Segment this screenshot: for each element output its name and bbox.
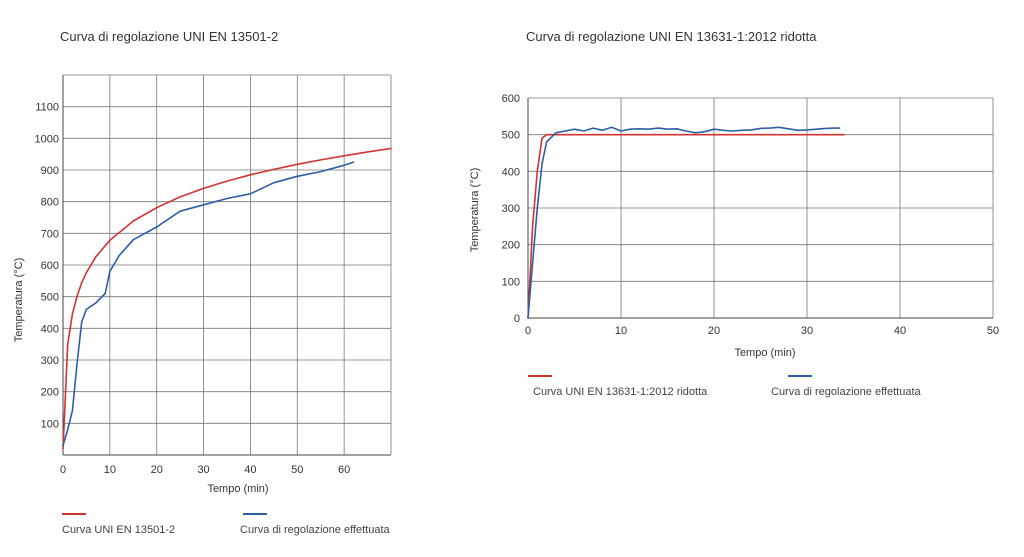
series-line-reference (62, 147, 392, 450)
y-tick-label: 400 (41, 323, 59, 335)
x-tick-label: 10 (615, 325, 627, 337)
y-tick-label: 700 (41, 228, 59, 240)
gridlines (63, 74, 392, 455)
y-tick-label: 800 (41, 197, 59, 209)
y-tick-label: 400 (502, 166, 520, 178)
x-tick-label: 60 (338, 464, 350, 476)
y-axis-label: Temperatura (°C) (469, 168, 481, 252)
gridlines (528, 97, 994, 318)
legend-item-left-red: Curva UNI EN 13501-2 (62, 524, 176, 536)
legend-swatch-right-red (528, 375, 552, 377)
y-tick-label: 100 (41, 418, 59, 430)
x-tick-label: 40 (244, 464, 256, 476)
y-tick-label: 200 (41, 387, 59, 399)
legend-swatch-left-blue (243, 513, 267, 515)
legend-swatch-right-blue (788, 375, 812, 377)
y-tick-label: 500 (41, 292, 59, 304)
y-tick-label: 1100 (35, 102, 59, 114)
legend-swatch-left-red (62, 513, 86, 515)
x-tick-label: 0 (60, 464, 66, 476)
y-tick-label: 600 (41, 260, 59, 272)
y-tick-label: 0 (514, 313, 520, 325)
x-tick-label: 0 (525, 325, 531, 337)
y-tick-label: 300 (502, 203, 520, 215)
chart-right: 0 100 200 300 400 500 600 0 10 20 30 40 50 Tempo (min… (469, 93, 999, 359)
x-axis-label: Tempo (min) (734, 347, 795, 359)
x-tick-label: 30 (197, 464, 209, 476)
y-tick-label: 900 (41, 165, 59, 177)
x-tick-label: 30 (801, 325, 813, 337)
y-tick-label: 100 (502, 276, 520, 288)
y-tick-label: 1000 (35, 133, 59, 145)
x-tick-label: 20 (708, 325, 720, 337)
legend-item-left-blue: Curva di regolazione effettuata (240, 524, 390, 536)
x-tick-label: 20 (151, 464, 163, 476)
y-tick-label: 600 (502, 93, 520, 105)
x-tick-label: 40 (894, 325, 906, 337)
y-tick-label: 200 (502, 240, 520, 252)
series-line-reference (527, 133, 845, 319)
x-tick-label: 10 (104, 464, 116, 476)
x-axis-label: Tempo (min) (207, 483, 268, 495)
series-line-measured (527, 126, 841, 319)
y-tick-label: 300 (41, 355, 59, 367)
x-tick-label: 50 (987, 325, 999, 337)
legend-item-right-blue: Curva di regolazione effettuata (771, 386, 921, 398)
y-tick-label: 500 (502, 130, 520, 142)
chart-title-right: Curva di regolazione UNI EN 13631-1:2012… (526, 29, 817, 44)
chart-title-left: Curva di regolazione UNI EN 13501-2 (60, 29, 279, 44)
chart-left: 100 200 300 400 500 600 700 800 900 1000 1100 0 10 20… (13, 74, 392, 495)
x-tick-label: 50 (291, 464, 303, 476)
series-line-measured (62, 161, 355, 447)
legend-item-right-red: Curva UNI EN 13631-1:2012 ridotta (533, 386, 708, 398)
y-axis-label: Temperatura (°C) (13, 258, 25, 342)
